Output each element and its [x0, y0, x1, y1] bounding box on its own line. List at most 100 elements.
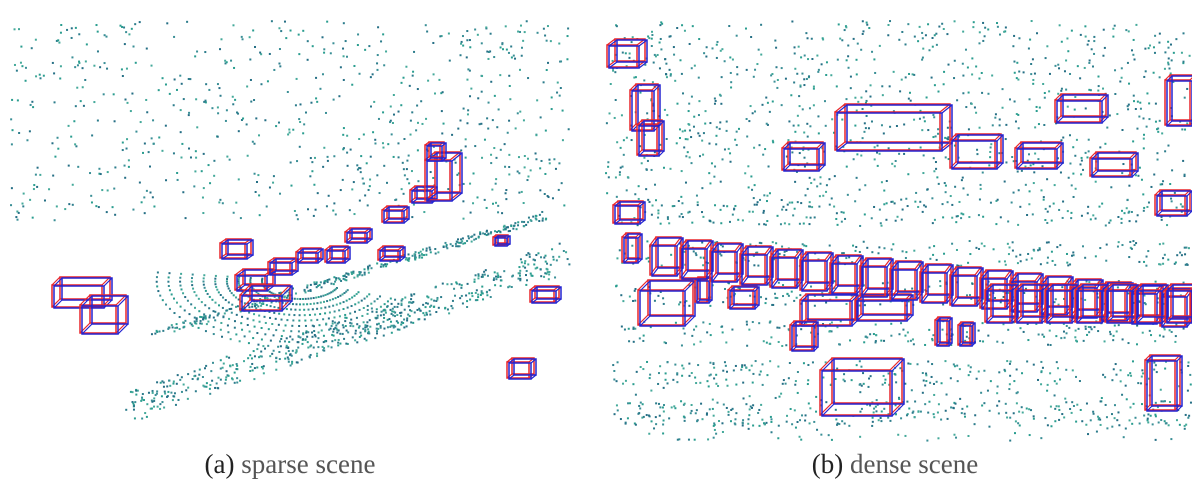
point — [271, 323, 273, 325]
point — [364, 49, 366, 51]
point — [33, 184, 35, 186]
point — [311, 161, 313, 163]
point — [425, 306, 427, 308]
point — [1069, 134, 1071, 136]
point — [196, 126, 198, 128]
point — [673, 405, 675, 407]
point — [163, 407, 165, 409]
point — [385, 312, 387, 314]
point — [220, 294, 222, 296]
point — [106, 211, 108, 213]
point — [938, 403, 940, 405]
point — [344, 314, 346, 316]
point — [718, 420, 720, 422]
box-edge — [1057, 163, 1063, 169]
point — [363, 182, 365, 184]
point — [1018, 189, 1020, 191]
point — [153, 406, 155, 408]
point — [971, 103, 973, 105]
point — [459, 297, 461, 299]
point — [1069, 408, 1071, 410]
point — [1132, 54, 1134, 56]
point — [663, 167, 665, 169]
point — [279, 193, 281, 195]
point — [783, 379, 785, 381]
point — [919, 26, 921, 28]
point — [967, 435, 969, 437]
point — [905, 257, 907, 259]
point — [727, 385, 729, 387]
point — [667, 382, 669, 384]
point — [774, 81, 776, 83]
point — [283, 330, 285, 332]
point — [482, 232, 484, 234]
point — [332, 320, 334, 322]
point — [54, 219, 56, 221]
point — [523, 202, 525, 204]
point — [1136, 128, 1138, 130]
point — [314, 314, 316, 316]
point — [1033, 364, 1035, 366]
point — [786, 415, 788, 417]
point — [214, 278, 216, 280]
point — [1181, 52, 1183, 54]
point — [168, 327, 170, 329]
point — [357, 33, 359, 35]
point — [316, 302, 318, 304]
point — [219, 48, 221, 50]
point — [1184, 253, 1186, 255]
point — [466, 30, 468, 32]
point — [697, 204, 699, 206]
point — [357, 291, 359, 293]
point — [172, 395, 174, 397]
point — [524, 31, 526, 33]
point — [417, 318, 419, 320]
point — [740, 369, 742, 371]
point — [1127, 342, 1129, 344]
point — [141, 201, 143, 203]
point — [1146, 206, 1148, 208]
point — [1162, 336, 1164, 338]
point — [1020, 260, 1022, 262]
point — [371, 307, 373, 309]
point — [346, 135, 348, 137]
point — [222, 316, 224, 318]
point — [411, 295, 413, 297]
point — [388, 318, 390, 320]
point — [1028, 153, 1030, 155]
point — [988, 426, 990, 428]
point — [365, 339, 367, 341]
point — [524, 262, 526, 264]
point — [705, 110, 707, 112]
point — [937, 437, 939, 439]
point — [371, 267, 373, 269]
point — [752, 373, 754, 375]
point — [461, 41, 463, 43]
point — [700, 341, 702, 343]
point — [662, 297, 664, 299]
point — [1170, 72, 1172, 74]
point — [830, 74, 832, 76]
point — [250, 79, 252, 81]
point — [174, 327, 176, 329]
point — [941, 23, 943, 25]
point — [156, 281, 158, 283]
point — [1061, 413, 1063, 415]
point — [1112, 36, 1114, 38]
point — [368, 272, 370, 274]
point — [454, 295, 456, 297]
point — [967, 66, 969, 68]
point — [339, 302, 341, 304]
point — [763, 223, 765, 225]
point — [284, 295, 286, 297]
point — [305, 112, 307, 114]
point — [82, 86, 84, 88]
point — [548, 159, 550, 161]
point — [252, 141, 254, 143]
point — [1004, 369, 1006, 371]
point — [225, 376, 227, 378]
point — [1125, 29, 1127, 31]
point — [1017, 224, 1019, 226]
point — [1046, 242, 1048, 244]
point — [607, 166, 609, 168]
